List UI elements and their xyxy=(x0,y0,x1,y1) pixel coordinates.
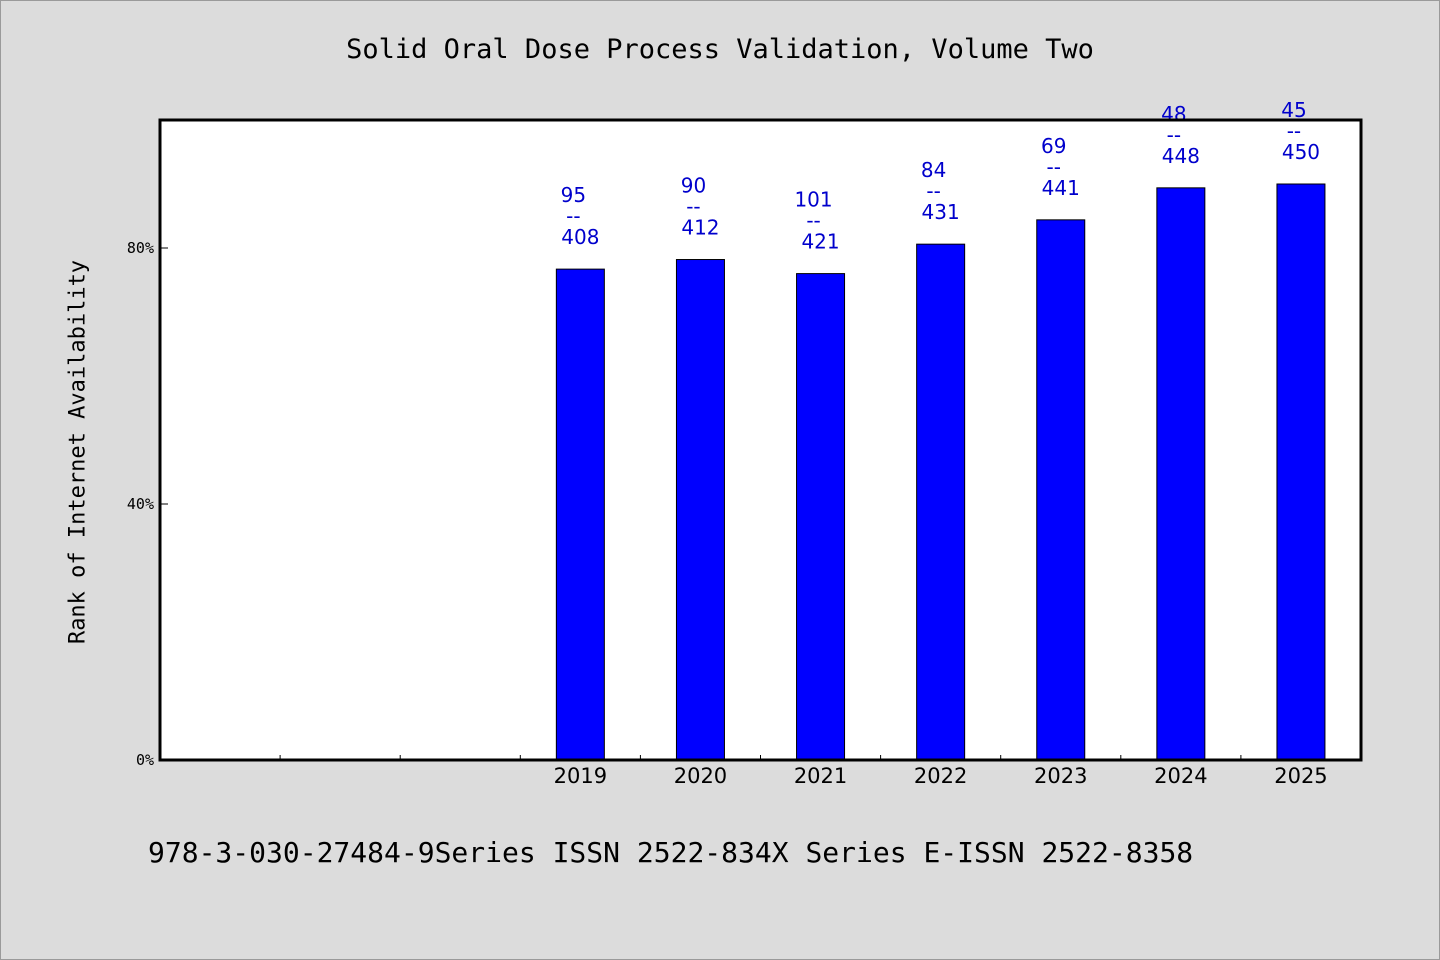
y-tick-label: 40% xyxy=(127,495,154,513)
isbn-footer: 978-3-030-27484-9Series ISSN 2522-834X S… xyxy=(148,836,1194,869)
x-tick-label: 2020 xyxy=(674,764,727,788)
data-label-separator: -- xyxy=(926,179,940,203)
bar xyxy=(1276,183,1326,761)
data-label-rank: 95 xyxy=(561,183,586,207)
bar xyxy=(796,273,846,761)
data-label-separator: -- xyxy=(566,204,580,228)
bar xyxy=(555,268,605,761)
data-label-rank: 101 xyxy=(794,188,832,212)
data-label-rank: 45 xyxy=(1281,98,1306,122)
data-label-separator: -- xyxy=(1047,155,1061,179)
data-label-rank: 84 xyxy=(921,158,946,182)
x-tick-label: 2025 xyxy=(1274,764,1327,788)
chart-title: Solid Oral Dose Process Validation, Volu… xyxy=(346,34,1094,65)
x-tick-label: 2023 xyxy=(1034,764,1087,788)
x-tick-label: 2024 xyxy=(1154,764,1207,788)
plot-border xyxy=(158,118,1363,762)
data-label-rank: 90 xyxy=(681,174,706,198)
data-label-total: 448 xyxy=(1162,144,1200,168)
data-label-rank: 48 xyxy=(1161,102,1186,126)
x-tick-label: 2021 xyxy=(794,764,847,788)
data-label-total: 421 xyxy=(801,230,839,254)
data-label-separator: -- xyxy=(806,209,820,233)
data-label-rank: 69 xyxy=(1041,134,1066,158)
data-label-total: 431 xyxy=(922,200,960,224)
y-tick-label: 0% xyxy=(136,751,154,769)
bar xyxy=(916,243,966,761)
x-tick-label: 2022 xyxy=(914,764,967,788)
data-label-separator: -- xyxy=(686,195,700,219)
data-label-total: 412 xyxy=(681,216,719,240)
bar xyxy=(1156,187,1206,761)
data-label-separator: -- xyxy=(1287,119,1301,143)
data-label-separator: -- xyxy=(1167,123,1181,147)
bar xyxy=(675,259,725,761)
data-label-total: 450 xyxy=(1282,140,1320,164)
x-tick-label: 2019 xyxy=(554,764,607,788)
data-label-total: 441 xyxy=(1042,176,1080,200)
bar xyxy=(1036,219,1086,761)
y-tick-label: 80% xyxy=(127,239,154,257)
data-label-total: 408 xyxy=(561,225,599,249)
